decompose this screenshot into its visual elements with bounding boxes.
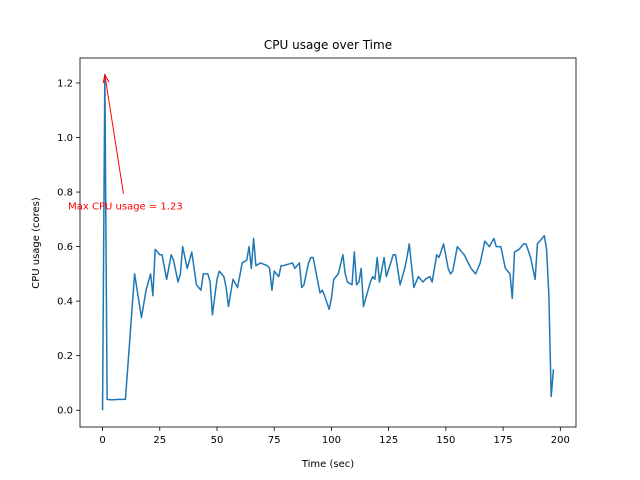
y-tick-label: 0.8: [57, 188, 73, 199]
x-tick-label: 25: [153, 435, 166, 446]
annotation-arrow: [104, 74, 124, 194]
x-tick-label: 75: [268, 435, 281, 446]
cpu-line: [101, 74, 555, 411]
x-axis-label: Time (sec): [301, 459, 354, 470]
x-tick-label: 100: [322, 435, 341, 446]
x-tick-label: 125: [379, 435, 398, 446]
x-tick-label: 200: [551, 435, 570, 446]
x-tick-label: 150: [436, 435, 455, 446]
plot-frame: [79, 57, 577, 428]
x-tick-label: 0: [99, 435, 105, 446]
y-tick-label: 1.2: [57, 78, 73, 89]
y-tick-label: 0.2: [57, 351, 73, 362]
y-tick-label: 0.0: [57, 406, 73, 417]
y-axis-label: CPU usage (cores): [31, 197, 42, 289]
x-tick-label: 50: [211, 435, 224, 446]
annotation-arrowhead: [102, 73, 110, 84]
x-tick-label: 175: [494, 435, 513, 446]
y-tick-label: 0.6: [57, 242, 73, 253]
annotation-text: Max CPU usage = 1.23: [68, 202, 183, 213]
chart-title: CPU usage over Time: [264, 38, 392, 52]
y-tick-label: 1.0: [57, 133, 73, 144]
y-tick-label: 0.4: [57, 297, 73, 308]
